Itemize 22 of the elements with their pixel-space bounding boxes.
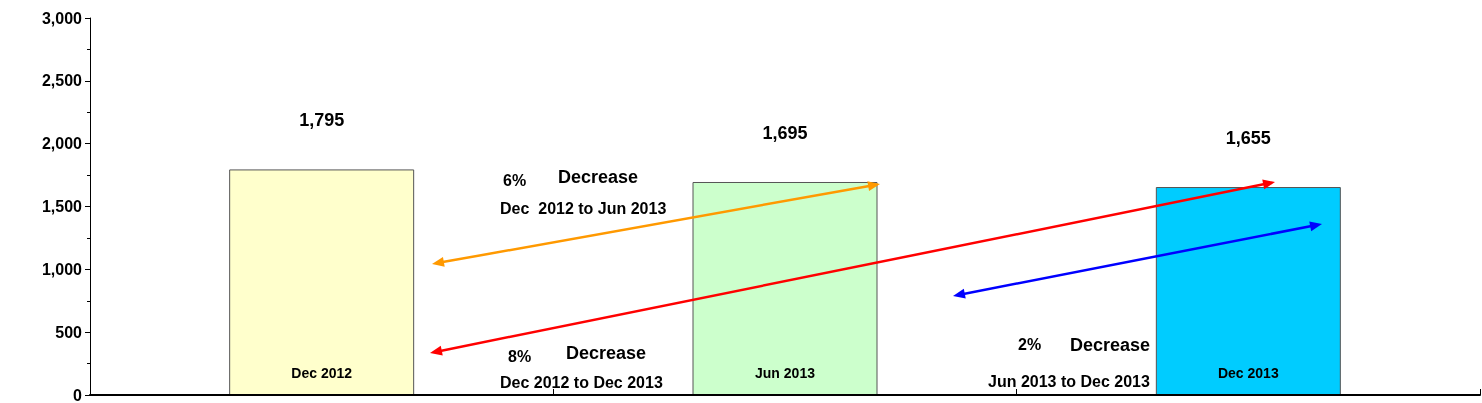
annotation: Dec 2012 to Jun 2013: [500, 199, 667, 217]
y-tick-label: 500: [55, 323, 83, 341]
x-tick-label: Dec 2012: [291, 365, 353, 381]
y-tick-label: 1,500: [41, 198, 83, 215]
x-tick-label: Dec 2013: [1217, 365, 1279, 381]
y-tick-label: 3,000: [41, 9, 83, 27]
y-tick-label: 2,000: [41, 135, 83, 153]
annotation: Dec 2012 to Dec 2013: [500, 373, 663, 391]
x-tick-label: Jun 2013: [755, 365, 816, 381]
annotation: Decrease: [1070, 335, 1151, 355]
annotation: Jun 2013 to Dec 2013: [988, 372, 1150, 390]
annotation: Decrease: [566, 343, 647, 363]
y-tick-label: 2,500: [41, 72, 83, 90]
annotation: Decrease: [558, 167, 639, 187]
data-label: 1,655: [1225, 128, 1271, 149]
data-label: 1,695: [762, 122, 808, 143]
data-label: 1,795: [299, 110, 345, 131]
annotation: 6%: [503, 171, 527, 189]
annotation: 2%: [1018, 335, 1042, 353]
y-tick-label: 0: [73, 386, 83, 403]
y-tick-label: 1,000: [41, 260, 83, 278]
annotation: 8%: [508, 347, 532, 365]
